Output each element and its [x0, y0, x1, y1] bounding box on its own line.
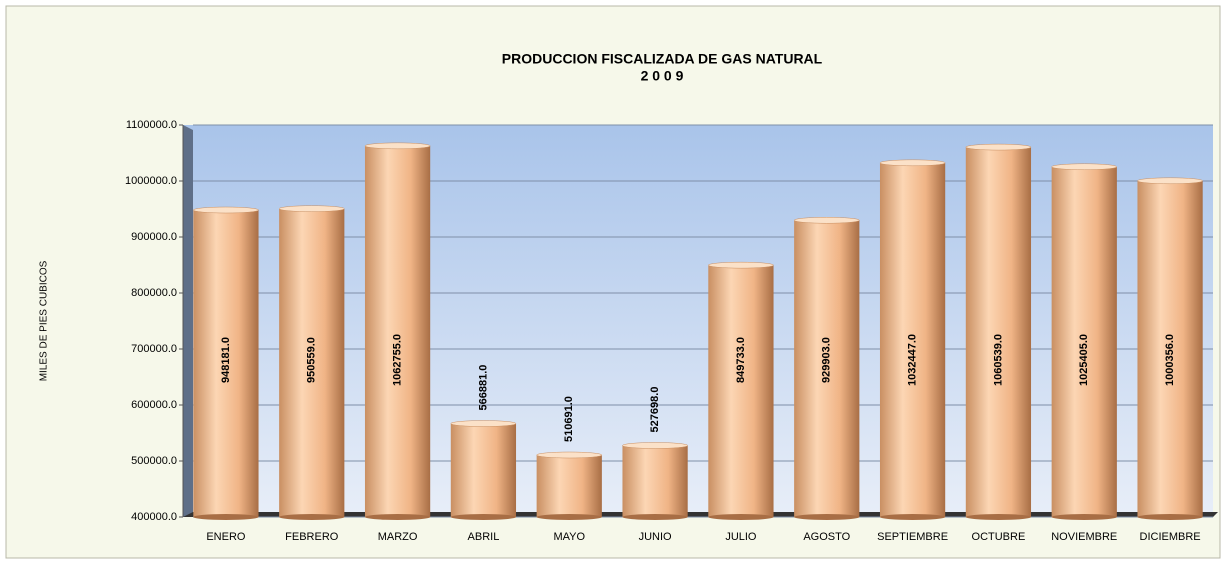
data-label: 527698.0: [649, 387, 661, 433]
data-label: 948181.0: [220, 337, 232, 383]
x-tick-label: ENERO: [206, 531, 246, 543]
bar-base: [364, 514, 431, 520]
y-axis-label: MILES DE PIES CUBICOS: [39, 260, 50, 381]
bar: [794, 220, 860, 517]
bar-base: [1137, 514, 1203, 520]
floor: [183, 512, 1218, 517]
y-tick-label: 500000.0: [131, 455, 177, 467]
y-tick-label: 1100000.0: [126, 119, 177, 131]
x-tick-label: DICIEMBRE: [1140, 531, 1201, 543]
bar-cap: [450, 420, 517, 427]
y-tick-label: 600000.0: [131, 399, 177, 411]
bar-base: [965, 514, 1032, 520]
bar: [622, 445, 688, 517]
data-label: 1060539.0: [992, 334, 1004, 386]
data-label: 950559.0: [306, 337, 318, 383]
bar-cap: [793, 217, 860, 224]
bar-cap: [364, 142, 431, 150]
bar-cap: [965, 143, 1032, 151]
bar: [1051, 166, 1117, 517]
bar: [965, 147, 1032, 518]
bar-base: [794, 514, 860, 520]
x-tick-label: AGOSTO: [803, 531, 850, 543]
bar-cap: [536, 451, 603, 459]
y-tick-label: 400000.0: [131, 511, 177, 523]
bar-cap: [1051, 163, 1118, 171]
x-tick-label: ABRIL: [468, 531, 500, 543]
data-label: 929903.0: [821, 337, 833, 383]
chart-subtitle: 2 0 0 9: [641, 68, 684, 84]
bar-cap: [879, 159, 946, 167]
chart-title: PRODUCCION FISCALIZADA DE GAS NATURAL: [502, 51, 823, 67]
bar: [879, 162, 946, 517]
x-tick-label: MAYO: [553, 531, 585, 543]
y-tick-label: 900000.0: [131, 231, 177, 243]
bar-base: [536, 514, 602, 520]
bar-base: [279, 514, 345, 520]
data-label: 849733.0: [735, 337, 747, 383]
x-tick-label: OCTUBRE: [972, 531, 1026, 543]
bar-base: [1051, 514, 1117, 520]
x-tick-label: FEBRERO: [285, 531, 339, 543]
x-tick-label: NOVIEMBRE: [1051, 531, 1117, 543]
bar: [364, 145, 431, 518]
x-tick-label: JUNIO: [639, 531, 672, 543]
bar-base: [708, 514, 774, 520]
x-tick-label: JULIO: [725, 531, 757, 543]
data-label: 566881.0: [477, 365, 489, 411]
bar: [279, 208, 345, 518]
bar-cap: [193, 206, 259, 214]
bar-base: [622, 514, 688, 520]
bar-cap: [278, 205, 345, 212]
data-label: 1032447.0: [906, 334, 918, 386]
x-tick-label: SEPTIEMBRE: [877, 531, 948, 543]
bar: [536, 455, 602, 517]
bar-cap: [1137, 177, 1203, 185]
bar: [1137, 180, 1203, 517]
y-tick-label: 700000.0: [131, 343, 177, 355]
bar: [708, 265, 774, 517]
bar-base: [879, 514, 946, 520]
bar-cap: [708, 261, 774, 269]
x-tick-label: MARZO: [378, 531, 418, 543]
plot-area: [183, 125, 1213, 517]
data-label: 510691.0: [563, 396, 575, 442]
bar: [450, 423, 517, 517]
bar-cap: [622, 442, 688, 449]
data-label: 1000356.0: [1164, 334, 1176, 386]
bar-base: [450, 514, 517, 520]
y-tick-label: 800000.0: [131, 287, 177, 299]
side-wall: [183, 125, 193, 517]
data-label: 1025405.0: [1078, 334, 1090, 386]
data-label: 1062755.0: [391, 334, 403, 386]
bar: [193, 210, 259, 517]
y-tick-label: 1000000.0: [125, 175, 177, 187]
bar-base: [193, 514, 259, 520]
